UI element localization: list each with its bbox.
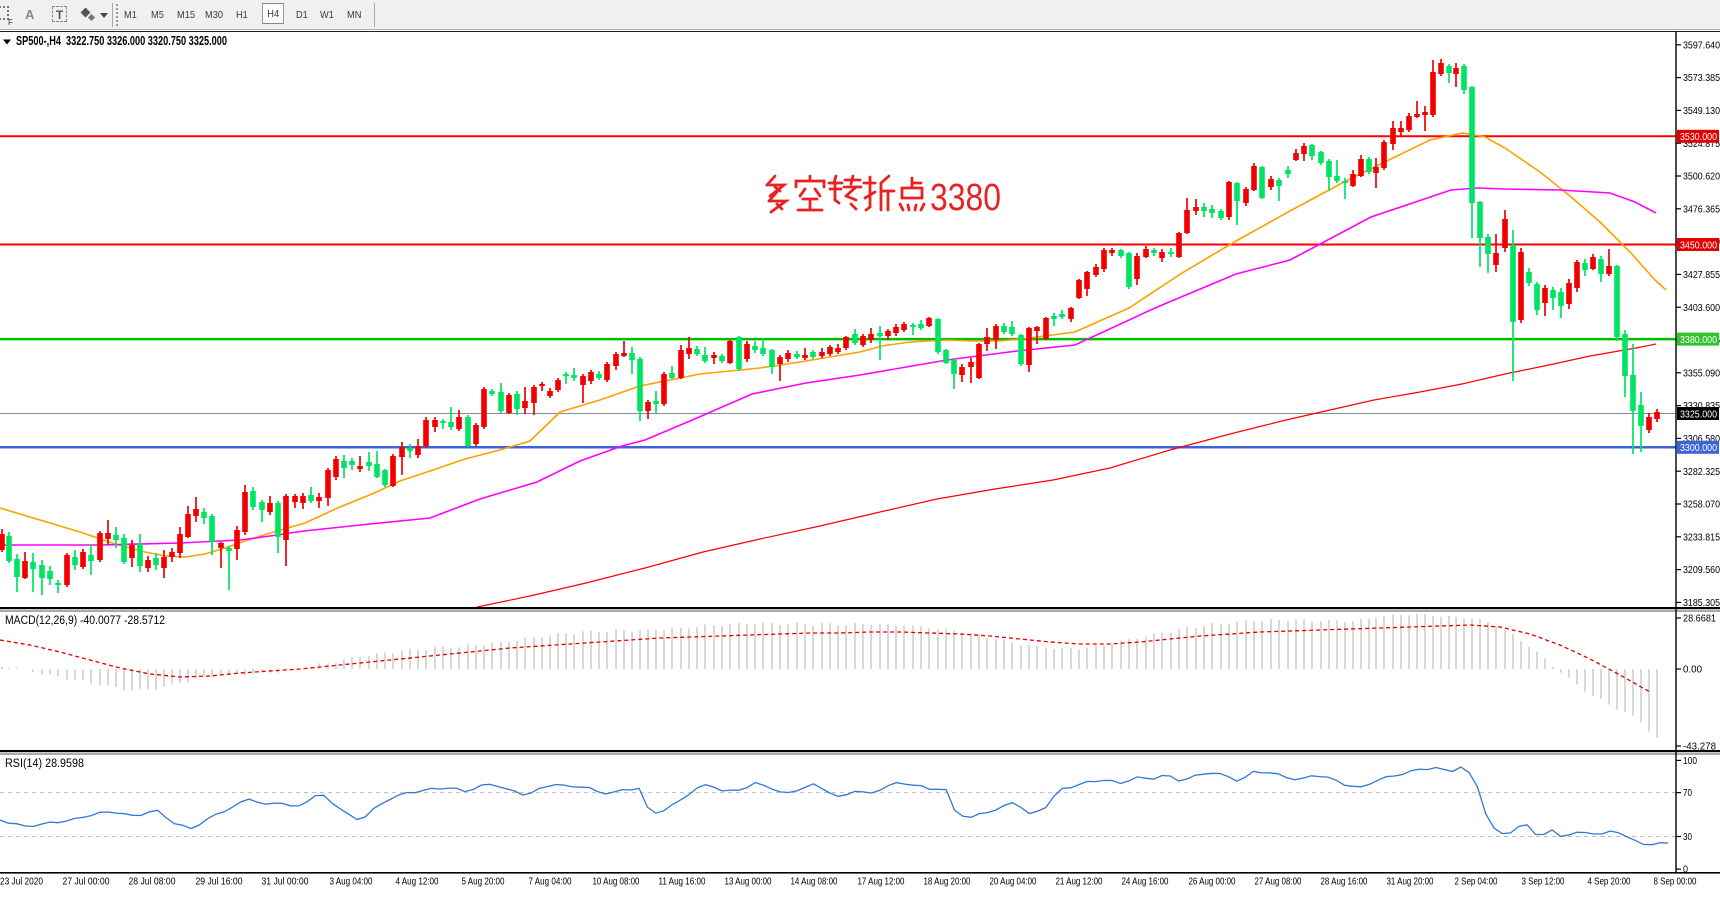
svg-text:0.00: 0.00 xyxy=(1683,664,1702,676)
svg-text:3573.385: 3573.385 xyxy=(1683,72,1720,84)
svg-text:29 Jul 16:00: 29 Jul 16:00 xyxy=(196,876,243,888)
svg-text:3380: 3380 xyxy=(930,177,1001,219)
svg-text:28 Jul 08:00: 28 Jul 08:00 xyxy=(129,876,176,888)
svg-text:30: 30 xyxy=(1683,831,1692,843)
svg-text:3282.325: 3282.325 xyxy=(1683,466,1720,478)
svg-text:21 Aug 12:00: 21 Aug 12:00 xyxy=(1056,876,1103,888)
svg-text:3403.600: 3403.600 xyxy=(1683,302,1720,314)
svg-text:3549.130: 3549.130 xyxy=(1683,105,1720,117)
svg-text:24 Aug 16:00: 24 Aug 16:00 xyxy=(1122,876,1169,888)
svg-text:3233.815: 3233.815 xyxy=(1683,531,1720,543)
svg-text:27 Jul 00:00: 27 Jul 00:00 xyxy=(63,876,110,888)
svg-text:3476.365: 3476.365 xyxy=(1683,203,1720,215)
svg-text:3 Sep 12:00: 3 Sep 12:00 xyxy=(1522,876,1565,888)
svg-text:3 Aug 04:00: 3 Aug 04:00 xyxy=(330,876,373,888)
svg-text:3185.305: 3185.305 xyxy=(1683,597,1720,609)
svg-text:13 Aug 00:00: 13 Aug 00:00 xyxy=(725,876,772,888)
svg-text:28 Aug 16:00: 28 Aug 16:00 xyxy=(1321,876,1368,888)
svg-text:2 Sep 04:00: 2 Sep 04:00 xyxy=(1455,876,1498,888)
svg-text:3325.000: 3325.000 xyxy=(1680,408,1717,420)
svg-text:-43.278: -43.278 xyxy=(1683,741,1716,753)
svg-text:100: 100 xyxy=(1683,755,1697,767)
svg-text:3209.560: 3209.560 xyxy=(1683,564,1720,576)
svg-text:SP500-,H4 3322.750 3326.000 3: SP500-,H4 3322.750 3326.000 3320.750 332… xyxy=(16,34,227,48)
svg-text:MACD(12,26,9) -40.0077 -28.571: MACD(12,26,9) -40.0077 -28.5712 xyxy=(5,615,165,627)
svg-text:RSI(14) 28.9598: RSI(14) 28.9598 xyxy=(5,758,84,770)
svg-text:27 Aug 08:00: 27 Aug 08:00 xyxy=(1255,876,1302,888)
svg-text:8 Sep 00:00: 8 Sep 00:00 xyxy=(1654,876,1697,888)
svg-text:28.6681: 28.6681 xyxy=(1683,613,1716,625)
svg-text:4 Aug 12:00: 4 Aug 12:00 xyxy=(396,876,439,888)
svg-text:3258.070: 3258.070 xyxy=(1683,499,1720,511)
svg-text:3355.090: 3355.090 xyxy=(1683,367,1720,379)
svg-text:31 Aug 20:00: 31 Aug 20:00 xyxy=(1387,876,1434,888)
svg-text:23 Jul 2020: 23 Jul 2020 xyxy=(0,876,43,888)
svg-text:3500.620: 3500.620 xyxy=(1683,171,1720,183)
svg-text:20 Aug 04:00: 20 Aug 04:00 xyxy=(990,876,1037,888)
svg-text:14 Aug 08:00: 14 Aug 08:00 xyxy=(791,876,838,888)
svg-text:3300.000: 3300.000 xyxy=(1680,442,1717,454)
svg-text:4 Sep 20:00: 4 Sep 20:00 xyxy=(1588,876,1631,888)
svg-text:10 Aug 08:00: 10 Aug 08:00 xyxy=(593,876,640,888)
svg-text:18 Aug 20:00: 18 Aug 20:00 xyxy=(924,876,971,888)
svg-text:3450.000: 3450.000 xyxy=(1680,239,1717,251)
svg-text:3380.000: 3380.000 xyxy=(1680,334,1717,346)
svg-text:7 Aug 04:00: 7 Aug 04:00 xyxy=(529,876,572,888)
svg-text:70: 70 xyxy=(1683,787,1692,799)
svg-text:17 Aug 12:00: 17 Aug 12:00 xyxy=(858,876,905,888)
svg-text:0: 0 xyxy=(1683,864,1688,876)
svg-text:26 Aug 00:00: 26 Aug 00:00 xyxy=(1189,876,1236,888)
svg-text:3427.855: 3427.855 xyxy=(1683,269,1720,281)
svg-text:3530.000: 3530.000 xyxy=(1680,131,1717,143)
svg-text:11 Aug 16:00: 11 Aug 16:00 xyxy=(659,876,706,888)
svg-text:5 Aug 20:00: 5 Aug 20:00 xyxy=(462,876,505,888)
svg-text:31 Jul 00:00: 31 Jul 00:00 xyxy=(262,876,309,888)
svg-text:3597.640: 3597.640 xyxy=(1683,39,1720,51)
